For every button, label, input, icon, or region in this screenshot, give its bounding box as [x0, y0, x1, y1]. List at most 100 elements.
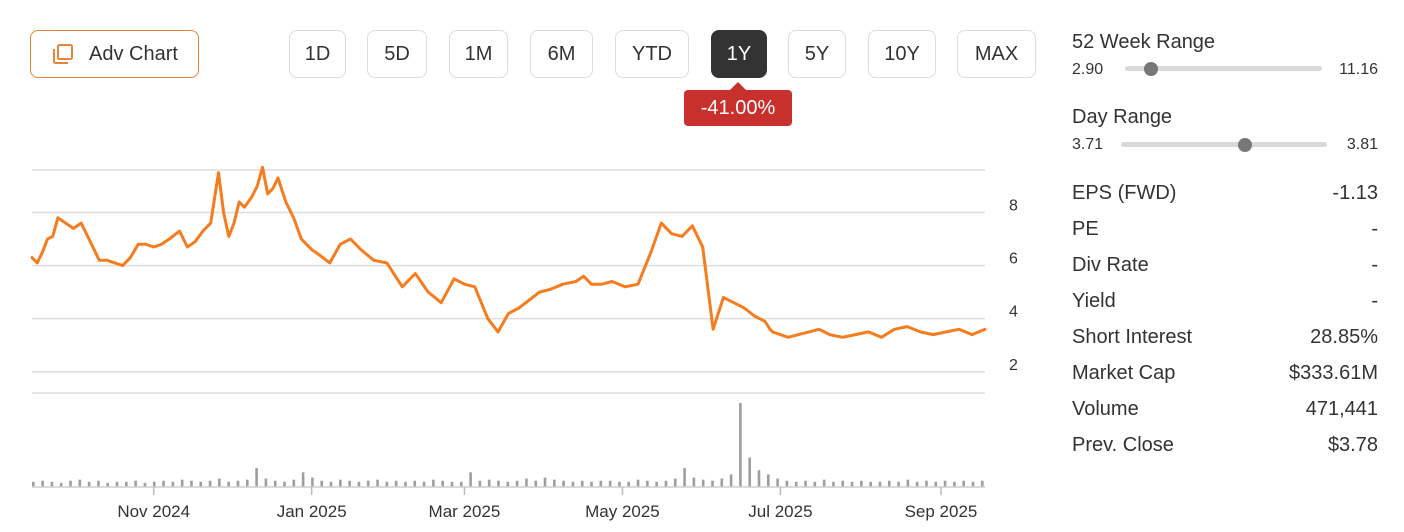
volume-bar	[413, 480, 417, 487]
volume-bar	[208, 480, 212, 487]
volume-bar	[748, 457, 752, 487]
volume-bar	[804, 480, 807, 487]
range-1m-button[interactable]: 1M	[449, 30, 508, 78]
volume-bar	[125, 481, 128, 487]
volume-bar	[385, 481, 389, 487]
price-chart: 2 4 6 8 Nov 2024 Jan 2025 Mar 2025 May 2025 Jul…	[30, 165, 1018, 521]
range-10y-button[interactable]: 10Y	[868, 30, 936, 78]
stat-row-volume: Volume 471,441	[1072, 398, 1378, 424]
volume-bar	[860, 480, 863, 487]
stat-label: Yield	[1072, 290, 1116, 312]
volume-bar	[273, 480, 277, 487]
volume-bar	[487, 479, 491, 487]
volume-bar	[506, 481, 510, 487]
volume-bar	[664, 480, 668, 487]
volume-bar	[953, 481, 956, 487]
stat-label: EPS (FWD)	[1072, 182, 1177, 204]
x-tick-label: Sep 2025	[905, 502, 978, 521]
volume-bar	[357, 481, 361, 487]
volume-bar	[264, 478, 268, 487]
range-ytd-button[interactable]: YTD	[615, 30, 689, 78]
price-line	[30, 165, 987, 339]
x-tick-label: May 2025	[585, 502, 660, 521]
volume-bar	[590, 481, 593, 487]
volume-bar	[497, 480, 500, 487]
stat-value: 28.85%	[1310, 326, 1378, 348]
volume-bar	[981, 480, 984, 487]
volume-bar	[739, 403, 742, 487]
volume-bar	[87, 481, 91, 487]
week52-low: 2.90	[1072, 61, 1104, 78]
stat-row-eps: EPS (FWD) -1.13	[1072, 182, 1378, 208]
volume-bar	[962, 480, 965, 487]
volume-bar	[311, 477, 314, 487]
x-axis: Nov 2024 Jan 2025 Mar 2025 May 2025 Jul 2025…	[32, 486, 985, 521]
volume-bar	[441, 480, 444, 487]
range-1d-button[interactable]: 1D	[289, 30, 346, 78]
volume-bar	[646, 480, 649, 487]
adv-chart-button[interactable]: Adv Chart	[30, 30, 199, 78]
volume-bar	[636, 479, 640, 487]
day-low: 3.71	[1072, 136, 1104, 153]
day-range-marker	[1237, 138, 1252, 152]
volume-bar	[227, 481, 230, 487]
volume-bar	[627, 481, 631, 487]
range-1y-button[interactable]: 1Y	[711, 30, 767, 78]
volume-bar	[59, 482, 63, 487]
stat-value: -	[1371, 218, 1378, 240]
volume-bar	[283, 481, 286, 487]
volume-bar	[878, 481, 882, 487]
volume-bar	[906, 479, 910, 487]
volume-bar	[292, 479, 296, 487]
stat-value: -	[1371, 254, 1378, 276]
volume-bar	[562, 480, 565, 487]
volume-bar	[106, 482, 110, 487]
volume-bar	[432, 479, 435, 487]
stat-value: -1.13	[1332, 182, 1378, 204]
volume-bar	[599, 480, 603, 487]
volume-bar	[469, 472, 472, 487]
stat-value: 471,441	[1305, 398, 1378, 420]
volume-bar	[255, 468, 258, 487]
volume-bar	[301, 472, 305, 487]
week52-range-marker	[1143, 62, 1158, 76]
volume-bar	[190, 480, 193, 487]
volume-bar	[608, 480, 612, 487]
volume-bar	[199, 481, 203, 487]
stat-label: Market Cap	[1072, 362, 1176, 384]
volume-bar	[478, 480, 482, 487]
x-tick-label: Jul 2025	[748, 502, 812, 521]
volume-bar	[618, 481, 621, 487]
day-range-label: Day Range	[1072, 106, 1173, 128]
volume-bar	[171, 481, 175, 487]
volume-bar	[245, 479, 249, 487]
volume-bar	[394, 480, 398, 487]
stat-row-prev-close: Prev. Close $3.78	[1072, 434, 1378, 460]
range-5y-button[interactable]: 5Y	[788, 30, 846, 78]
range-max-button[interactable]: MAX	[957, 30, 1036, 78]
range-6m-button[interactable]: 6M	[530, 30, 593, 78]
volume-bar	[757, 470, 761, 487]
volume-bar	[711, 480, 714, 487]
volume-bar	[841, 480, 845, 487]
chart-gridlines	[32, 169, 985, 394]
volume-bar	[869, 481, 872, 487]
stat-row-pe: PE -	[1072, 218, 1378, 244]
volume-bar	[152, 481, 156, 487]
y-tick-label: 2	[1009, 357, 1018, 374]
volume-bar	[515, 480, 519, 487]
volume-bar	[376, 479, 379, 487]
volume-bar	[813, 481, 817, 487]
volume-bar	[134, 480, 137, 487]
volume-bar	[404, 481, 407, 487]
volume-bar	[218, 478, 221, 487]
volume-bar	[720, 478, 724, 487]
adv-chart-label: Adv Chart	[89, 42, 178, 65]
volume-bar	[934, 481, 938, 487]
volume-bar	[971, 481, 975, 487]
range-5d-button[interactable]: 5D	[367, 30, 427, 78]
volume-bar	[320, 480, 324, 487]
volume-bar	[915, 481, 919, 487]
stat-label: Prev. Close	[1072, 434, 1174, 456]
volume-bar	[571, 481, 575, 487]
